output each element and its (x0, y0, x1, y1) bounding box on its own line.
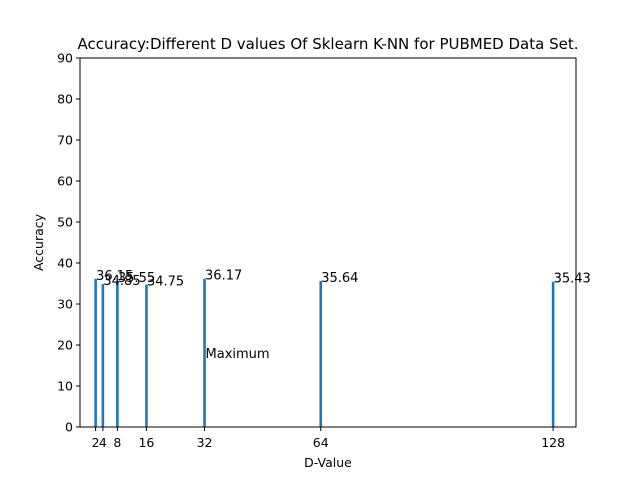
data-label-d-8: 35.55 (118, 271, 155, 286)
y-tick-label: 80 (57, 92, 73, 107)
x-tick-label: 2 (92, 435, 100, 450)
maximum-annotation: Maximum (206, 347, 270, 362)
y-axis-label: Accuracy (31, 213, 46, 271)
data-label-d-32: 36.17 (205, 269, 242, 284)
data-label-d-64: 35.64 (321, 271, 358, 286)
bars-group (94, 278, 555, 427)
y-tick-label: 50 (57, 215, 73, 230)
data-label-d-16: 34.75 (147, 275, 184, 290)
chart-title: Accuracy:Different D values Of Sklearn K… (78, 35, 579, 53)
y-tick-label: 10 (57, 379, 73, 394)
y-tick-label: 20 (57, 338, 73, 353)
x-tick-label: 32 (197, 435, 213, 450)
x-tick-label: 16 (138, 435, 154, 450)
x-axis-ticks: 2 4 8 16 32 64 128 (92, 427, 565, 450)
data-label-d-2: 36.15 (96, 269, 133, 284)
x-tick-label: 64 (313, 435, 329, 450)
x-axis-label: D-Value (304, 455, 352, 470)
data-label-d-128: 35.43 (554, 272, 591, 287)
x-tick-label: 128 (541, 435, 565, 450)
bar-d-8 (116, 281, 119, 427)
plot-frame (79, 57, 577, 428)
y-tick-label: 60 (57, 174, 73, 189)
y-axis-ticks: 0 10 20 30 40 50 60 70 80 90 (57, 51, 80, 435)
x-tick-label: 8 (113, 435, 121, 450)
bar-d-4 (101, 284, 105, 427)
y-tick-label: 0 (65, 420, 73, 435)
bar-d-16 (145, 284, 148, 427)
y-tick-label: 30 (57, 297, 73, 312)
data-label-d-4: 34.85 (103, 274, 140, 289)
bar-d-2 (94, 278, 97, 427)
y-tick-label: 40 (57, 256, 73, 271)
bar-d-32 (203, 278, 206, 427)
y-tick-label: 90 (57, 51, 73, 66)
bar-d-64 (319, 280, 323, 427)
x-tick-label: 4 (99, 435, 107, 450)
bar-d-128 (551, 281, 555, 427)
y-tick-label: 70 (57, 133, 73, 148)
